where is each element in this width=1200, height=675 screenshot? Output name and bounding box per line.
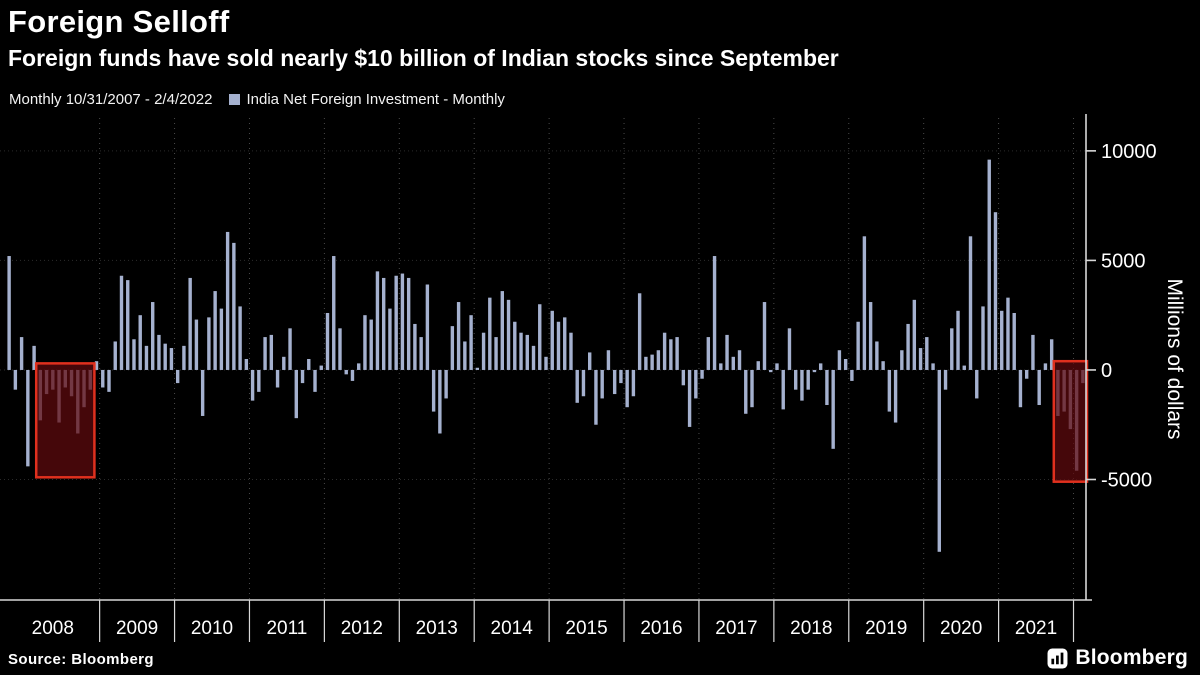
svg-text:2012: 2012 <box>341 618 383 639</box>
svg-text:2011: 2011 <box>266 618 307 639</box>
svg-text:2010: 2010 <box>191 618 233 639</box>
bloomberg-logo-icon <box>1047 648 1068 668</box>
legend-swatch <box>229 94 241 105</box>
svg-text:10000: 10000 <box>1101 141 1157 163</box>
svg-text:2008: 2008 <box>32 618 74 639</box>
svg-text:2020: 2020 <box>940 618 982 639</box>
svg-text:5000: 5000 <box>1101 250 1146 272</box>
svg-text:2009: 2009 <box>116 618 158 639</box>
source-label: Source: Bloomberg <box>8 651 154 668</box>
svg-text:2015: 2015 <box>565 618 607 639</box>
legend-row: Monthly 10/31/2007 - 2/4/2022 India Net … <box>9 91 505 108</box>
svg-text:2021: 2021 <box>1015 618 1057 639</box>
svg-text:2018: 2018 <box>790 618 832 639</box>
svg-text:2014: 2014 <box>491 618 534 639</box>
legend-label: India Net Foreign Investment - Monthly <box>246 91 505 108</box>
svg-text:2013: 2013 <box>416 618 458 639</box>
chart-subtitle: Foreign funds have sold nearly $10 billi… <box>8 45 839 71</box>
svg-text:2016: 2016 <box>640 618 682 639</box>
svg-text:2019: 2019 <box>865 618 907 639</box>
svg-text:0: 0 <box>1101 360 1112 382</box>
chart-title: Foreign Selloff <box>8 4 230 39</box>
bloomberg-logo: Bloomberg <box>1047 646 1188 670</box>
svg-text:-5000: -5000 <box>1101 470 1152 492</box>
svg-text:Millions of dollars: Millions of dollars <box>1163 278 1186 439</box>
svg-text:2017: 2017 <box>715 618 757 639</box>
bloomberg-logo-text: Bloomberg <box>1075 646 1188 669</box>
period-label: Monthly 10/31/2007 - 2/4/2022 <box>9 91 213 108</box>
